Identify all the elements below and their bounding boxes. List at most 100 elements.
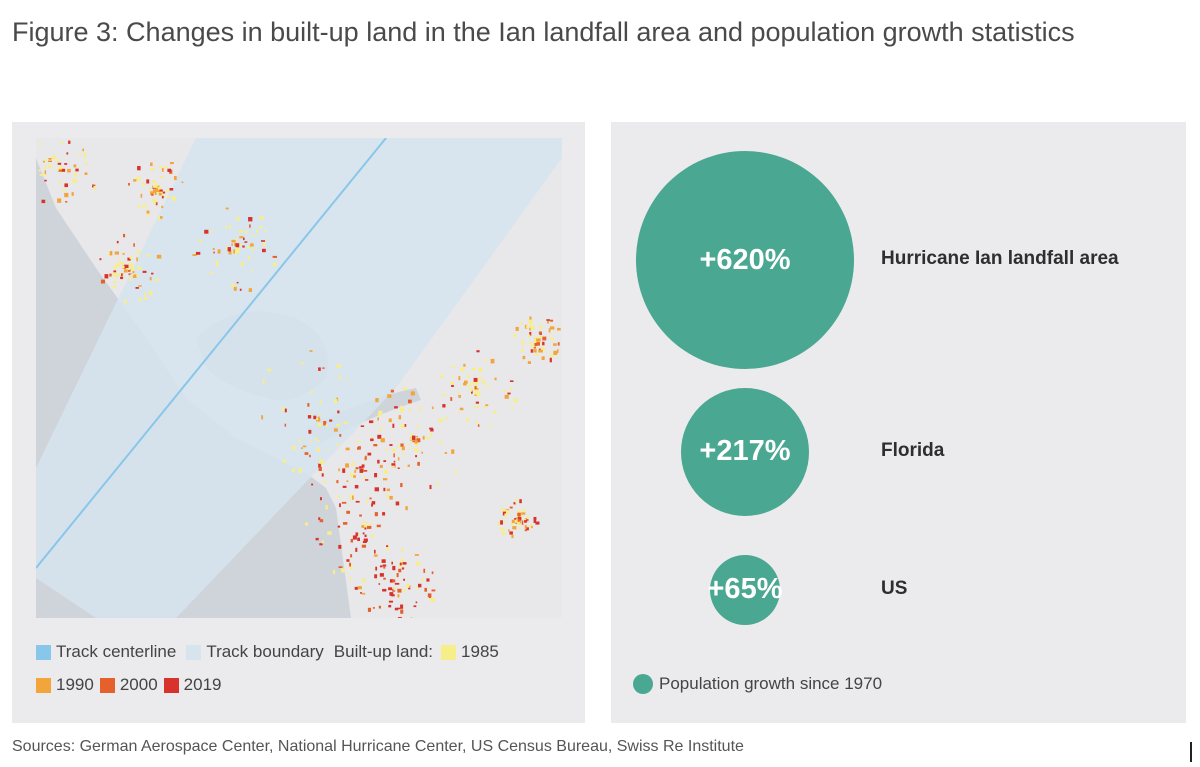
built-up-patch (382, 588, 387, 592)
built-up-patch (123, 269, 128, 273)
built-up-patch (297, 468, 302, 473)
built-up-patch (400, 405, 403, 410)
built-up-patch (345, 463, 349, 468)
built-up-patch (333, 399, 338, 403)
built-up-patch (366, 499, 369, 503)
built-up-patch (113, 270, 117, 273)
built-up-patch (104, 274, 109, 279)
built-up-patch (135, 287, 139, 289)
population-legend-dot (633, 674, 653, 694)
built-up-patch (416, 587, 419, 590)
built-up-patch (155, 183, 158, 188)
built-up-patch (533, 518, 537, 523)
built-up-patch (99, 258, 102, 261)
built-up-patch (426, 578, 430, 582)
built-up-patch (161, 205, 164, 209)
built-up-patch (371, 503, 373, 507)
built-up-patch (407, 443, 410, 446)
built-up-patch (57, 162, 62, 165)
built-up-patch (442, 404, 446, 408)
built-up-patch (374, 549, 376, 554)
built-up-patch (231, 243, 233, 246)
built-up-patch (138, 203, 141, 208)
built-up-patch (124, 299, 127, 304)
built-up-patch (413, 605, 417, 608)
built-up-patch (357, 586, 362, 590)
built-up-patch (533, 517, 537, 521)
built-up-patch (304, 452, 309, 455)
built-up-patch (114, 251, 119, 255)
built-up-patch (256, 229, 258, 234)
built-up-patch (383, 460, 387, 462)
legend-2019-label: 2019 (183, 675, 222, 694)
built-up-patch (318, 517, 321, 521)
built-up-patch (391, 594, 395, 597)
built-up-patch (130, 273, 134, 276)
built-up-patch (454, 469, 458, 473)
built-up-patch (478, 367, 483, 372)
built-up-patch (336, 495, 341, 498)
built-up-patch (402, 589, 406, 592)
built-up-patch (371, 436, 374, 439)
built-up-patch (477, 405, 480, 409)
built-up-patch (249, 224, 251, 228)
built-up-patch (388, 600, 393, 603)
built-up-patch (225, 207, 229, 210)
built-up-patch (382, 512, 386, 516)
built-up-patch (140, 193, 143, 198)
built-up-patch (525, 527, 529, 531)
built-up-patch (112, 272, 117, 277)
built-up-patch (550, 337, 555, 340)
built-up-patch (444, 452, 448, 454)
built-up-patch (154, 192, 157, 195)
built-up-patch (396, 573, 399, 578)
built-up-patch (466, 417, 469, 422)
built-up-patch (549, 357, 552, 363)
built-up-patch (382, 478, 388, 481)
built-up-patch (526, 325, 528, 329)
built-up-patch (57, 198, 62, 203)
built-up-patch (159, 166, 163, 168)
built-up-patch (533, 349, 537, 353)
built-up-patch (377, 417, 379, 421)
built-up-patch (417, 424, 419, 429)
built-up-patch (398, 444, 401, 448)
built-up-patch (68, 140, 71, 144)
built-up-patch (444, 416, 447, 420)
built-up-patch (337, 525, 341, 528)
built-up-patch (357, 446, 361, 450)
built-up-patch (78, 154, 81, 156)
built-up-patch (74, 172, 77, 177)
built-up-patch (412, 435, 416, 440)
built-up-patch (155, 189, 160, 192)
built-up-patch (374, 473, 378, 478)
built-up-patch (153, 184, 158, 188)
built-up-patch (395, 501, 400, 506)
built-up-patch (393, 453, 395, 458)
built-up-patch (145, 203, 148, 207)
built-up-patch (160, 191, 163, 194)
built-up-patch (513, 398, 518, 403)
built-up-patch (534, 336, 538, 340)
built-up-patch (138, 298, 142, 301)
built-up-patch (509, 380, 514, 382)
built-up-patch (517, 512, 521, 516)
built-up-patch (243, 237, 245, 241)
built-up-patch (166, 189, 170, 193)
built-up-patch (534, 353, 540, 356)
built-up-patch (501, 531, 506, 536)
built-up-patch (217, 249, 221, 254)
built-up-patch (291, 468, 295, 472)
built-up-patch (390, 389, 394, 393)
built-up-patch (228, 250, 232, 255)
built-up-patch (323, 421, 327, 426)
built-up-patch (440, 374, 444, 379)
built-up-patch (511, 519, 516, 523)
legend-2019: 2019 (163, 675, 222, 695)
built-up-patch (501, 528, 506, 531)
map-legend-row-1: Track centerline Track boundary Built-up… (36, 642, 509, 662)
built-up-patch (383, 566, 386, 569)
built-up-patch (477, 424, 480, 427)
built-up-patch (438, 418, 443, 423)
built-up-patch (457, 391, 460, 394)
